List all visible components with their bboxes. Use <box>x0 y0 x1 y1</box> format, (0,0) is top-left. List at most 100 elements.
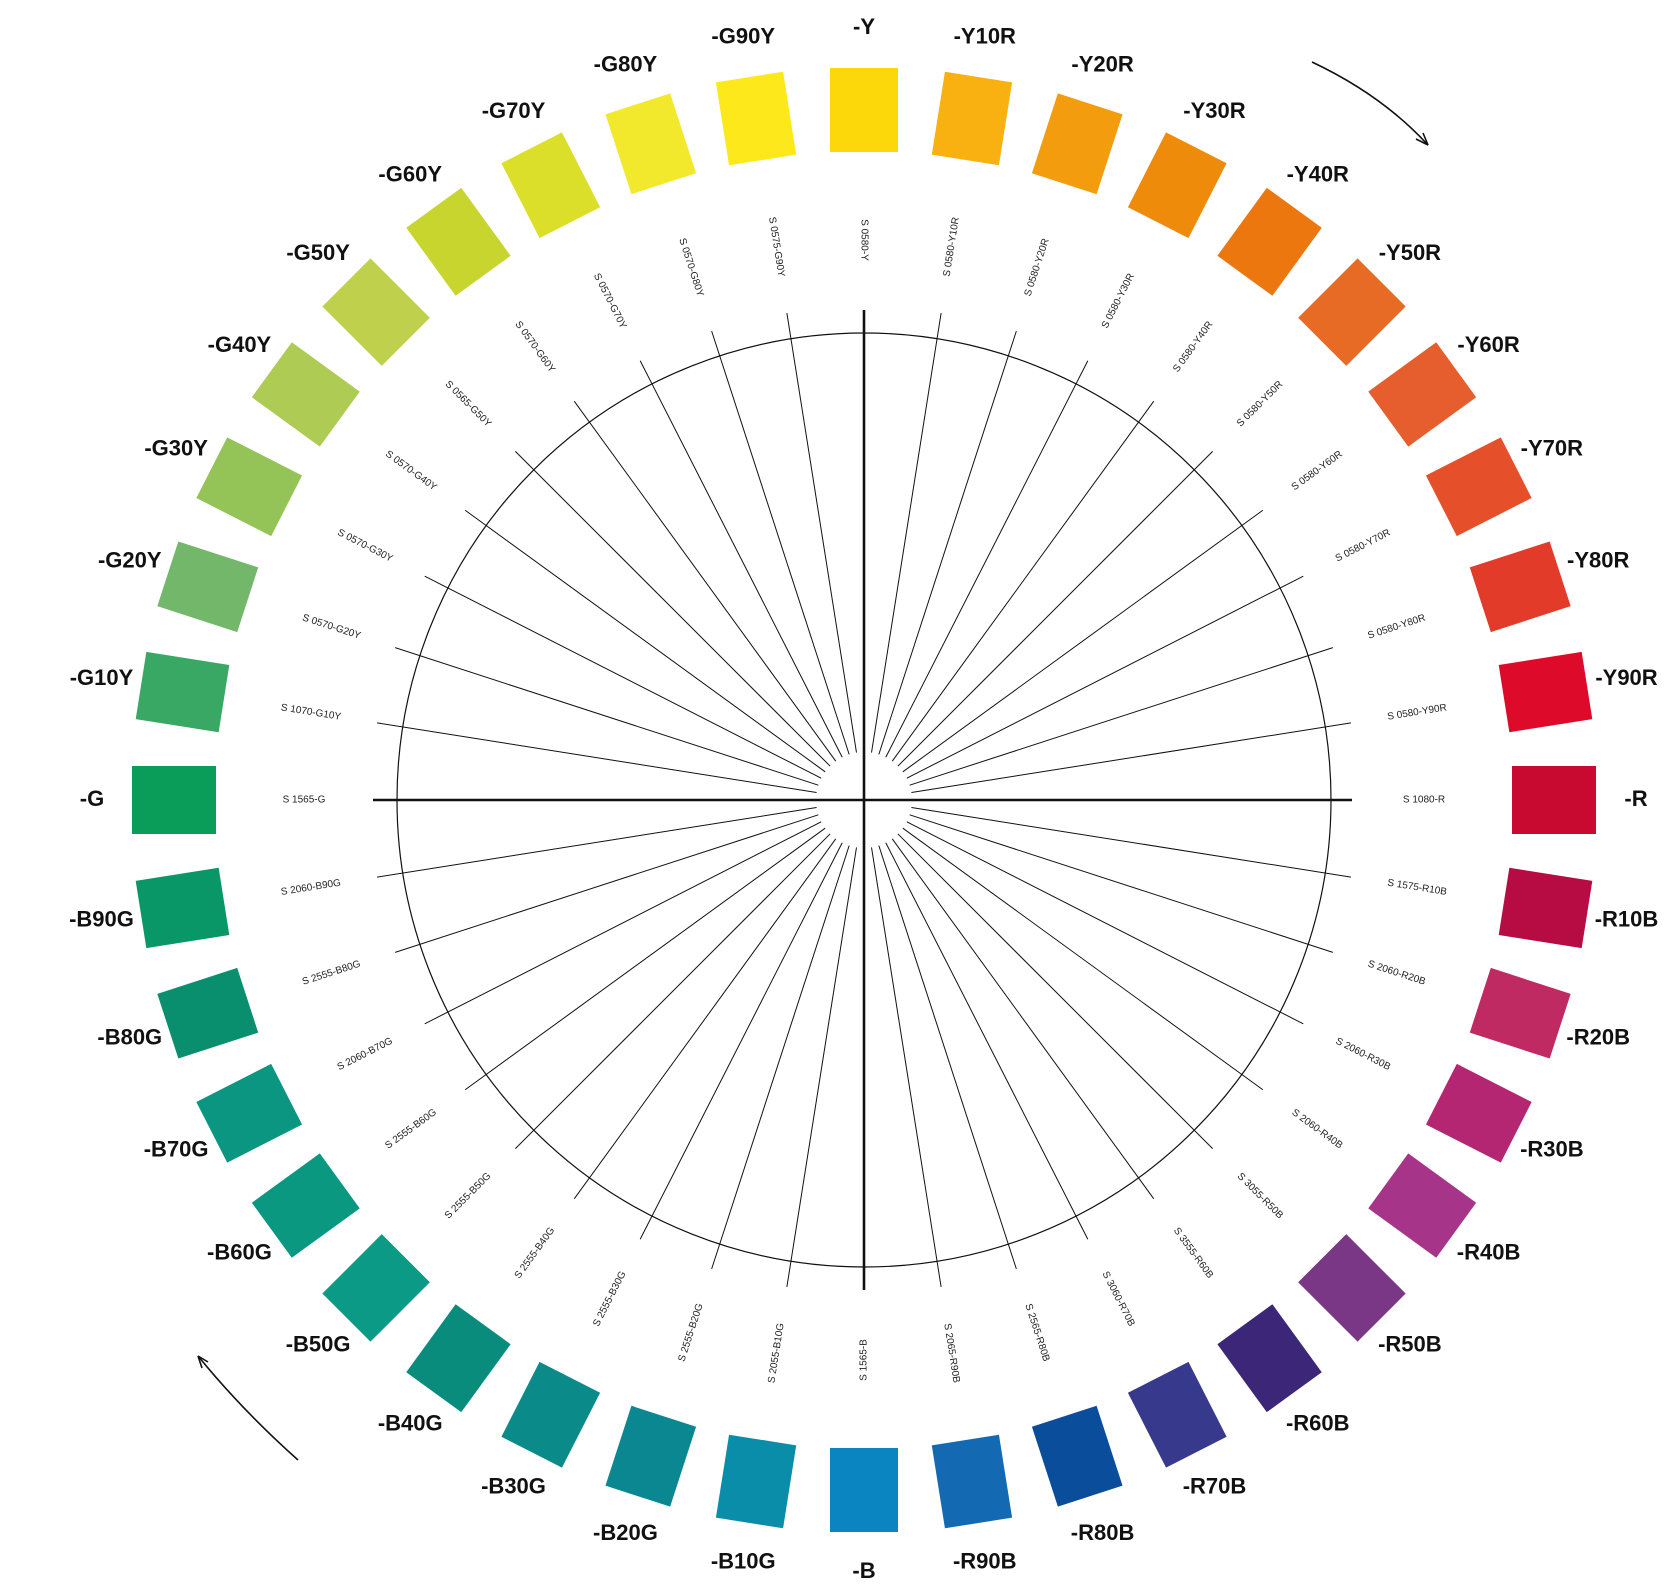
hue-swatch <box>1469 541 1571 633</box>
hue-label: -Y60R <box>1457 332 1519 357</box>
spoke-line <box>906 575 1304 779</box>
spoke-line <box>424 575 822 779</box>
ncs-code-label: S 1565-B <box>859 1339 870 1381</box>
hue-swatch <box>501 1361 601 1468</box>
hue-swatch <box>406 1304 511 1413</box>
spoke-line <box>711 330 850 755</box>
hue-swatch <box>322 1234 430 1342</box>
spoke-line <box>891 838 1155 1200</box>
hue-swatch <box>1469 967 1571 1059</box>
hue-label: -G80Y <box>594 52 658 77</box>
ncs-code-label: S 2555-B80G <box>301 959 362 988</box>
hue-label: -B10G <box>711 1548 776 1573</box>
hue-swatch <box>1368 342 1477 447</box>
ncs-code-label: S 2065-R90B <box>941 1323 961 1384</box>
hue-swatch <box>1031 1405 1123 1507</box>
hue-swatch <box>501 132 601 239</box>
hue-label: -Y20R <box>1071 52 1133 77</box>
ncs-code-label: S 2565-R80B <box>1022 1302 1051 1363</box>
hue-swatch <box>196 1063 303 1163</box>
hue-swatch <box>1512 766 1596 834</box>
spoke-line <box>909 814 1334 953</box>
hue-swatch <box>1127 1361 1227 1468</box>
hue-swatch <box>251 342 360 447</box>
ncs-code-label: S 0580-Y20R <box>1023 237 1052 298</box>
hue-label: -G60Y <box>378 161 442 186</box>
clockwise-arrow-icon <box>197 1355 299 1461</box>
hue-label: -B <box>852 1558 875 1583</box>
spoke-line <box>639 360 843 758</box>
ncs-code-label: S 0570-G70Y <box>591 272 628 331</box>
ncs-code-label: S 0580-Y40R <box>1171 320 1215 375</box>
spoke-line <box>394 814 819 953</box>
hue-swatch <box>715 71 797 166</box>
hue-label: -G30Y <box>144 435 208 460</box>
ncs-code-label: S 0570-G60Y <box>512 319 557 375</box>
spoke-line <box>878 845 1017 1270</box>
hue-label: -B50G <box>286 1332 351 1357</box>
hue-swatch <box>135 867 230 949</box>
ncs-code-label: S 0570-G40Y <box>383 449 439 494</box>
ncs-code-label: S 2060-R40B <box>1289 1107 1344 1151</box>
hue-swatch <box>132 766 216 834</box>
spoke-line <box>786 312 857 753</box>
hue-label: -R80B <box>1071 1520 1135 1545</box>
hue-label: -R20B <box>1566 1024 1630 1049</box>
spoke-line <box>885 360 1089 758</box>
hue-swatch <box>157 967 259 1059</box>
hue-label: -B30G <box>481 1474 546 1499</box>
spoke-line <box>573 838 837 1200</box>
spoke-line <box>376 807 817 878</box>
spoke-line <box>464 827 826 1091</box>
ncs-code-label: S 2555-B60G <box>383 1107 439 1152</box>
hue-swatch <box>322 258 430 366</box>
hue-label: -Y50R <box>1379 240 1441 265</box>
spoke-line <box>639 842 843 1240</box>
hue-swatch <box>605 1405 697 1507</box>
ncs-code-label: S 0570-G20Y <box>301 612 362 641</box>
hue-label: -G10Y <box>70 665 134 690</box>
hue-label: -Y80R <box>1567 547 1629 572</box>
hue-swatch <box>196 437 303 537</box>
ncs-code-label: S 3060-R70B <box>1100 1270 1137 1329</box>
hue-label: -R50B <box>1378 1332 1442 1357</box>
hue-swatch <box>1217 1304 1322 1413</box>
ncs-code-label: S 2555-B40G <box>513 1225 558 1281</box>
hue-swatch <box>406 187 511 296</box>
ncs-code-label: S 2555-B50G <box>443 1171 494 1222</box>
hue-swatch <box>1498 651 1593 733</box>
hue-label: -B70G <box>144 1136 209 1161</box>
spoke-line <box>891 400 1155 762</box>
ncs-code-label: S 1080-R <box>1403 795 1445 806</box>
hue-label: -R10B <box>1595 907 1659 932</box>
hue-label: -R <box>1624 786 1647 811</box>
hue-swatch <box>830 1448 898 1532</box>
hue-label: -G20Y <box>98 547 162 572</box>
ncs-code-label: S 1575-R10B <box>1387 878 1448 898</box>
spoke-line <box>909 647 1334 786</box>
spoke-line <box>376 722 817 793</box>
spoke-line <box>786 847 857 1288</box>
hue-swatch <box>931 1434 1013 1529</box>
spoke-line <box>911 807 1352 878</box>
ncs-code-label: S 0575-G90Y <box>766 216 786 278</box>
ncs-code-label: S 0580-Y80R <box>1366 613 1427 642</box>
spoke-line <box>871 847 942 1288</box>
hue-label: -G50Y <box>286 240 350 265</box>
hue-label: -R60B <box>1286 1410 1350 1435</box>
hue-label: -G90Y <box>711 23 775 48</box>
ncs-code-label: S 2060-B90G <box>280 878 342 898</box>
ncs-code-label: S 0580-Y70R <box>1334 527 1392 564</box>
ncs-code-label: S 1565-G <box>283 795 326 806</box>
hue-swatch <box>1031 93 1123 195</box>
ncs-code-label: S 0580-Y <box>858 219 869 261</box>
spoke-line <box>711 845 850 1270</box>
ncs-code-label: S 0565-G50Y <box>443 379 494 430</box>
hue-label: -Y90R <box>1595 665 1657 690</box>
hue-swatches <box>132 68 1596 1532</box>
ncs-code-label: S 0580-Y60R <box>1290 449 1345 493</box>
hue-swatch <box>1498 867 1593 949</box>
hue-label: -B40G <box>378 1410 443 1435</box>
hue-label: -G40Y <box>208 332 272 357</box>
clockwise-arrow-icon <box>1311 61 1429 146</box>
